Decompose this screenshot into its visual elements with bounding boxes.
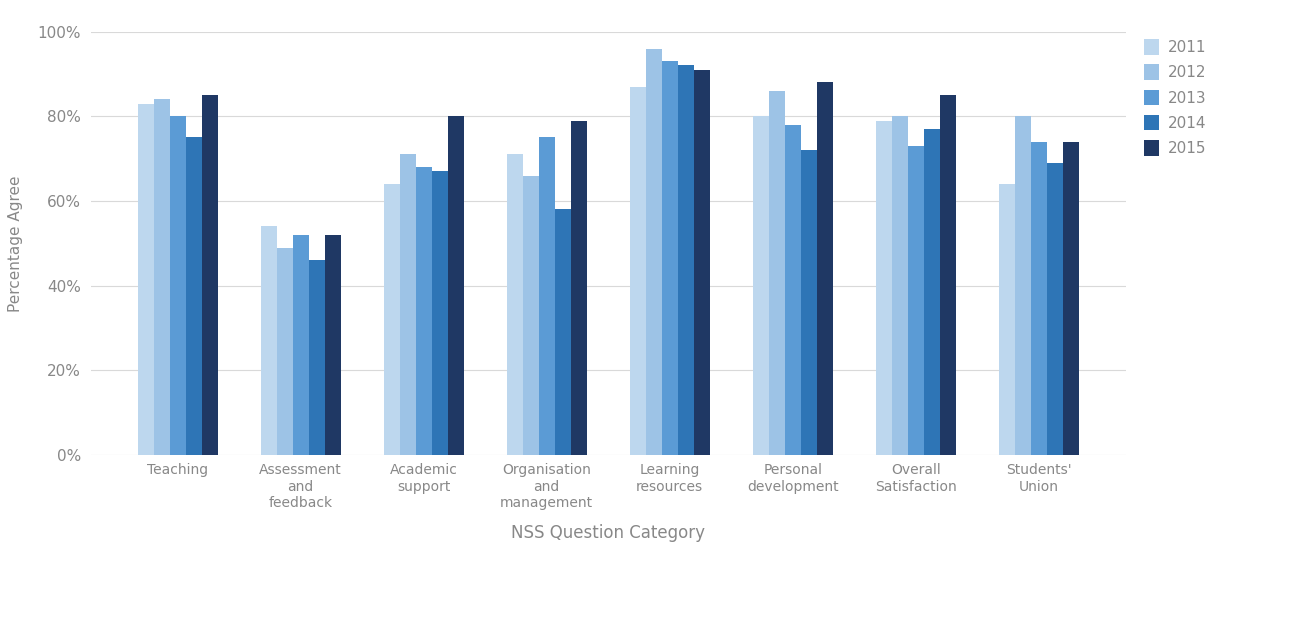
- Bar: [538, 138, 555, 455]
- Bar: [678, 66, 694, 455]
- Bar: [999, 184, 1014, 455]
- Bar: [661, 61, 678, 455]
- Bar: [507, 154, 523, 455]
- Bar: [384, 184, 400, 455]
- Bar: [170, 116, 185, 455]
- Bar: [876, 121, 892, 455]
- Bar: [448, 116, 463, 455]
- Bar: [694, 70, 709, 455]
- Bar: [1062, 142, 1079, 455]
- Bar: [292, 235, 309, 455]
- Bar: [817, 82, 832, 455]
- Bar: [400, 154, 415, 455]
- Bar: [892, 116, 907, 455]
- Bar: [325, 235, 340, 455]
- Bar: [185, 138, 202, 455]
- Bar: [571, 121, 586, 455]
- Bar: [415, 167, 432, 455]
- Bar: [646, 49, 661, 455]
- Bar: [1014, 116, 1031, 455]
- Bar: [784, 125, 801, 455]
- Bar: [1031, 142, 1047, 455]
- Bar: [939, 95, 956, 455]
- Bar: [277, 248, 292, 455]
- Bar: [260, 226, 277, 455]
- Bar: [523, 176, 538, 455]
- Bar: [309, 260, 325, 455]
- Bar: [907, 146, 924, 455]
- Bar: [202, 95, 217, 455]
- Bar: [1047, 163, 1062, 455]
- Bar: [137, 104, 154, 455]
- Bar: [924, 129, 939, 455]
- Bar: [154, 99, 170, 455]
- Legend: 2011, 2012, 2013, 2014, 2015: 2011, 2012, 2013, 2014, 2015: [1144, 39, 1207, 156]
- Bar: [630, 87, 646, 455]
- Bar: [555, 209, 571, 455]
- Bar: [801, 150, 817, 455]
- Bar: [432, 171, 448, 455]
- Bar: [769, 91, 784, 455]
- Bar: [753, 116, 769, 455]
- X-axis label: NSS Question Category: NSS Question Category: [511, 524, 705, 542]
- Y-axis label: Percentage Agree: Percentage Agree: [9, 175, 23, 312]
